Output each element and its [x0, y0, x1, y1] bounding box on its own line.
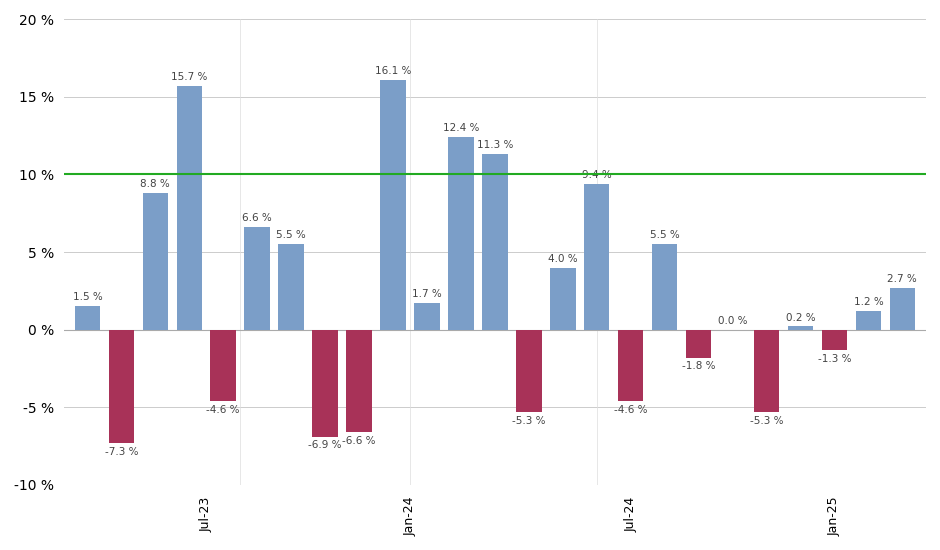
Text: 6.6 %: 6.6 %: [243, 213, 272, 223]
Bar: [244, 227, 270, 329]
Bar: [415, 303, 440, 329]
Text: -6.6 %: -6.6 %: [342, 436, 376, 446]
Text: 8.8 %: 8.8 %: [140, 179, 170, 189]
Bar: [211, 329, 236, 401]
Text: -4.6 %: -4.6 %: [207, 405, 240, 415]
Text: 0.0 %: 0.0 %: [718, 316, 747, 326]
Bar: [312, 329, 337, 437]
Text: 1.2 %: 1.2 %: [854, 297, 884, 307]
Text: 1.5 %: 1.5 %: [72, 293, 102, 303]
Text: 4.0 %: 4.0 %: [548, 254, 577, 263]
Text: 0.2 %: 0.2 %: [786, 312, 815, 323]
Text: -5.3 %: -5.3 %: [750, 416, 783, 426]
Text: -4.6 %: -4.6 %: [614, 405, 648, 415]
Text: 16.1 %: 16.1 %: [375, 66, 411, 76]
Text: -1.3 %: -1.3 %: [818, 354, 852, 364]
Bar: [822, 329, 847, 350]
Text: -5.3 %: -5.3 %: [512, 416, 545, 426]
Bar: [177, 86, 202, 329]
Bar: [788, 327, 813, 329]
Bar: [109, 329, 134, 443]
Bar: [516, 329, 541, 412]
Bar: [482, 155, 508, 329]
Text: 15.7 %: 15.7 %: [171, 72, 208, 82]
Text: 12.4 %: 12.4 %: [443, 123, 479, 134]
Bar: [754, 329, 779, 412]
Bar: [618, 329, 643, 401]
Text: 5.5 %: 5.5 %: [276, 230, 306, 240]
Text: 9.4 %: 9.4 %: [582, 170, 612, 180]
Bar: [652, 244, 678, 329]
Bar: [346, 329, 371, 432]
Text: 2.7 %: 2.7 %: [887, 274, 917, 284]
Text: -6.9 %: -6.9 %: [308, 441, 342, 450]
Bar: [278, 244, 304, 329]
Text: 11.3 %: 11.3 %: [477, 140, 513, 151]
Bar: [855, 311, 881, 329]
Bar: [381, 80, 406, 329]
Text: -1.8 %: -1.8 %: [682, 361, 715, 371]
Text: -7.3 %: -7.3 %: [104, 447, 138, 456]
Bar: [448, 138, 474, 329]
Bar: [74, 306, 101, 329]
Bar: [584, 184, 609, 329]
Text: 1.7 %: 1.7 %: [412, 289, 442, 299]
Text: 5.5 %: 5.5 %: [650, 230, 680, 240]
Bar: [889, 288, 915, 329]
Bar: [550, 267, 575, 329]
Bar: [143, 193, 168, 329]
Bar: [686, 329, 712, 358]
